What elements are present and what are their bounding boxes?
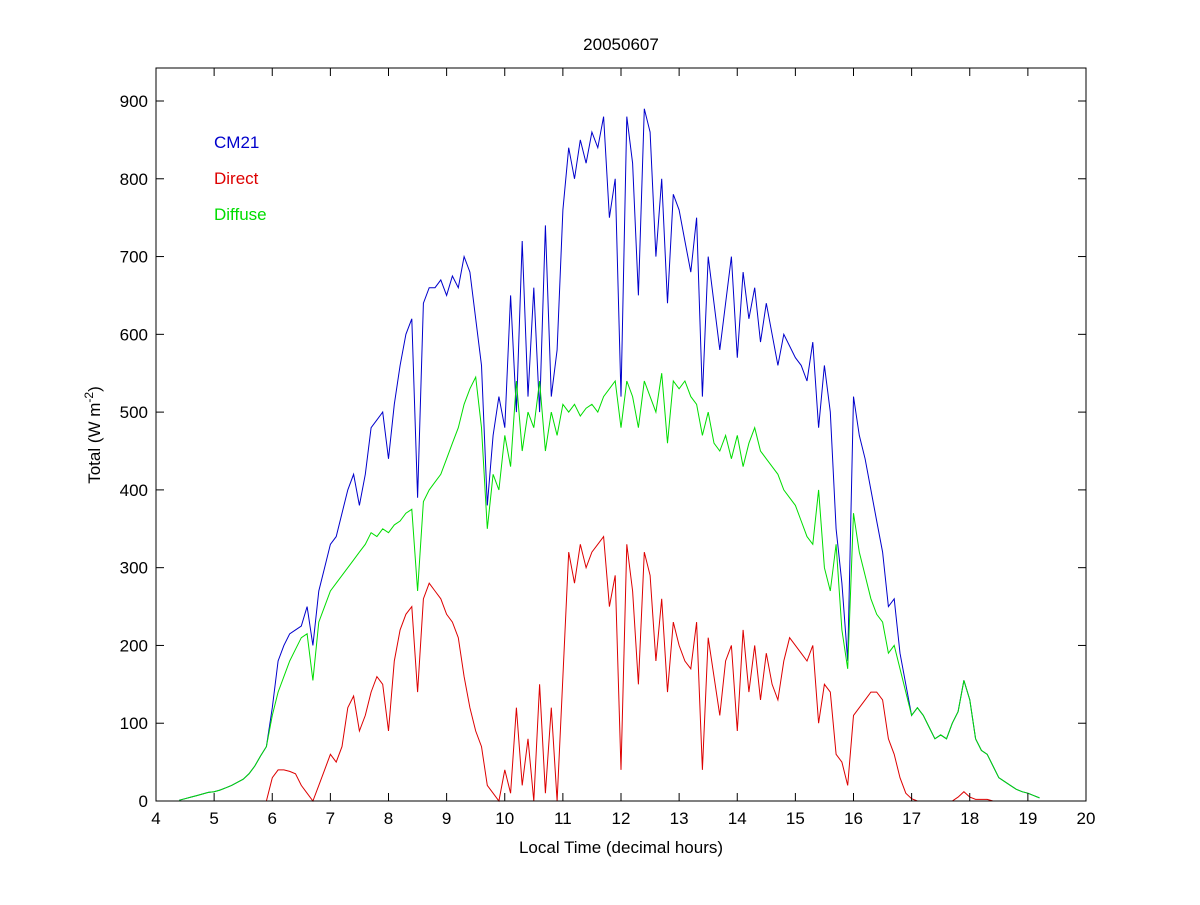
y-axis-label-end: ) xyxy=(85,386,104,392)
y-tick-label: 200 xyxy=(120,636,148,655)
x-tick-label: 8 xyxy=(384,809,393,828)
y-tick-label: 500 xyxy=(120,403,148,422)
x-tick-label: 10 xyxy=(495,809,514,828)
tick-layer: 4 5 6 7 8 9 10 11 12 13 14 15 16 17 18 19 20010020030040… xyxy=(120,68,1096,828)
x-tick-label: 18 xyxy=(960,809,979,828)
y-axis-label-sup: -2 xyxy=(82,392,96,403)
x-tick-label: 11 xyxy=(554,809,572,828)
y-tick-label: 600 xyxy=(120,325,148,344)
y-tick-label: 800 xyxy=(120,170,148,189)
x-tick-label: 16 xyxy=(844,809,863,828)
y-tick-label: 100 xyxy=(120,714,148,733)
x-tick-label: 20 xyxy=(1077,809,1096,828)
y-axis-label-main: Total (W m xyxy=(85,403,104,484)
series-layer xyxy=(179,108,1040,803)
y-tick-label: 400 xyxy=(120,481,148,500)
series-line-cm21 xyxy=(179,108,1040,801)
x-axis-label: Local Time (decimal hours) xyxy=(519,838,723,857)
legend: CM21 Direct Diffuse xyxy=(214,133,267,224)
x-tick-label: 17 xyxy=(902,809,921,828)
chart-title: 20050607 xyxy=(583,35,659,54)
x-tick-label: 4 xyxy=(151,809,160,828)
x-tick-label: 9 xyxy=(442,809,451,828)
series-line-direct xyxy=(179,535,1040,803)
x-tick-label: 12 xyxy=(612,809,631,828)
legend-entry-direct: Direct xyxy=(214,169,259,188)
x-tick-label: 7 xyxy=(326,809,335,828)
x-tick-label: 5 xyxy=(209,809,218,828)
x-tick-label: 13 xyxy=(670,809,689,828)
y-tick-label: 700 xyxy=(120,248,148,267)
x-tick-label: 15 xyxy=(786,809,805,828)
plot-frame xyxy=(155,67,1087,802)
y-tick-label: 900 xyxy=(120,92,148,111)
y-tick-label: 0 xyxy=(139,792,148,811)
x-tick-label: 6 xyxy=(268,809,277,828)
y-axis-label: Total (W m-2) xyxy=(82,386,104,484)
x-tick-label: 14 xyxy=(728,809,747,828)
x-tick-label: 19 xyxy=(1018,809,1037,828)
y-tick-label: 300 xyxy=(120,559,148,578)
legend-entry-diffuse: Diffuse xyxy=(214,205,267,224)
series-line-diffuse xyxy=(179,373,1040,801)
legend-entry-cm21: CM21 xyxy=(214,133,259,152)
